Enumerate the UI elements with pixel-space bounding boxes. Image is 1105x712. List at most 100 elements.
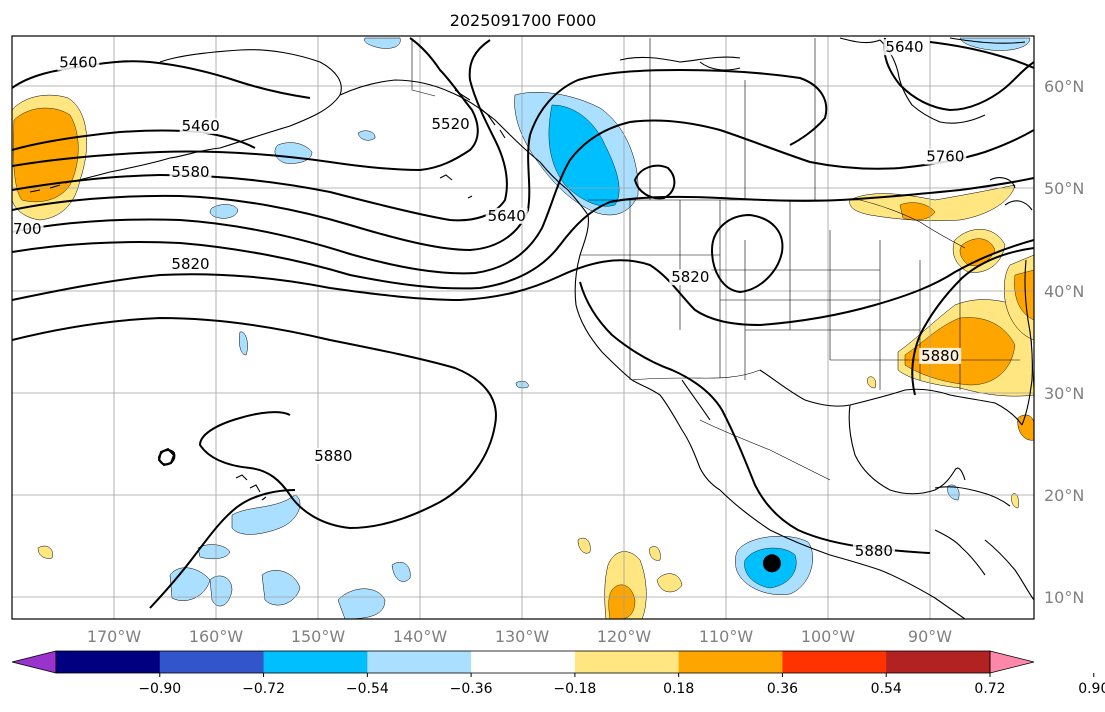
colorbar-segment: [263, 651, 368, 673]
coastline-canada-north: [839, 37, 1026, 44]
negative-anomaly-north: [364, 37, 401, 49]
positive-anomaly-small-1: [656, 573, 683, 593]
contour-label-bg: [169, 255, 212, 272]
colorbar-tick-label: 0.72: [974, 681, 1005, 697]
border-us-states: [580, 200, 1020, 390]
contour-label-bg: [485, 207, 528, 224]
coastline-cuba: [934, 486, 1011, 507]
negative-anomaly-small-5: [947, 484, 960, 501]
longitude-labels: 170°W 160°W 150°W 140°W 130°W 120°W 110°…: [87, 627, 952, 646]
border-us-mexico: [631, 369, 761, 381]
contour-label: 5880: [314, 447, 352, 465]
colorbar-segment: [678, 651, 783, 673]
positive-anomaly-small-4: [37, 545, 53, 559]
contour-label-bg: [883, 39, 926, 56]
coastline-bc: [539, 161, 589, 256]
negative-anomaly-small-3: [239, 331, 248, 356]
coastline-alaska: [159, 49, 541, 163]
contour-label: 5880: [921, 347, 959, 365]
lon-label-100w: 100°W: [801, 627, 856, 646]
contour-5520: [12, 37, 479, 172]
positive-anomaly-canada-east: [849, 184, 1016, 221]
contour-5760: [12, 177, 1034, 290]
coastline-alaska-small: [439, 174, 473, 199]
colorbar-segments: [11, 650, 1035, 674]
contour-label: 5760: [926, 148, 964, 166]
border-canada-provinces: [649, 38, 816, 200]
contour-5640-ne-b: [929, 41, 1034, 69]
colorbar-tick-label: 0.54: [871, 681, 902, 697]
positive-anomaly-canada-east-core: [899, 202, 936, 221]
negative-anomaly-pacific-nw-core: [548, 104, 620, 207]
lon-label-90w: 90°W: [908, 627, 952, 646]
coastline-hudson: [879, 39, 986, 124]
lon-label-170w: 170°W: [87, 627, 142, 646]
contour-label: 700: [13, 220, 42, 238]
colorbar-tick-label: −0.36: [450, 681, 493, 697]
positive-anomaly-east-pacific-core: [608, 584, 636, 619]
lat-label-60n: 60°N: [1044, 77, 1084, 96]
coastline-us-west: [574, 254, 661, 396]
border-alaska-canada: [411, 38, 436, 97]
coastline-gulf: [759, 369, 1023, 426]
contour-label-bg: [57, 54, 100, 71]
colorbar-segment: [367, 651, 472, 673]
colorbar-tick-labels: −0.90 −0.72 −0.54 −0.36 −0.18 0.18 0.36 0.54 0.7…: [138, 673, 1105, 697]
coastline-baja: [659, 379, 721, 491]
lat-label-50n: 50°N: [1044, 179, 1084, 198]
coastline-central-america: [934, 529, 1034, 601]
colorbar-tick-label: 0.36: [767, 681, 798, 697]
lon-label-120w: 120°W: [597, 627, 652, 646]
colorbar-segment: [471, 651, 576, 673]
contour-5640-ne: [883, 37, 1034, 112]
negative-anomaly-hawaii-6: [391, 562, 411, 582]
positive-anomaly-small-2: [577, 537, 591, 554]
contour-5880: [12, 316, 497, 530]
lon-label-110w: 110°W: [699, 627, 754, 646]
positive-anomaly-northeast-core: [1014, 269, 1034, 321]
contour-label-bg: [179, 117, 222, 134]
lon-label-130w: 130°W: [495, 627, 550, 646]
contour-label: 5580: [171, 163, 209, 181]
contour-label: 5520: [432, 115, 470, 133]
colorbar-tick-label: −0.72: [242, 681, 285, 697]
colorbar-extend-high: [989, 650, 1035, 674]
contour-label-bg: [919, 347, 962, 364]
contour-5700-small: [633, 164, 676, 200]
coastline-aleutians: [29, 184, 61, 193]
contour-label-bg: [169, 163, 212, 180]
contour-small-hawaii: [158, 449, 176, 466]
negative-anomaly-hawaii-1: [231, 494, 301, 535]
map-area: 5460 5460 5580 700 5820 5520 5640 5820 5640 5760 5…: [12, 36, 1034, 619]
lat-label-10n: 10°N: [1044, 588, 1084, 607]
colorbar-segment: [782, 651, 887, 673]
contour-label-bg: [12, 221, 44, 238]
height-contours: [12, 37, 1034, 609]
contour-label-bg: [312, 448, 355, 465]
positive-anomaly-small-5: [867, 376, 876, 389]
contour-5820: [12, 239, 1034, 327]
coastline-yucatan: [848, 404, 966, 495]
map-title: 2025091700 F000: [450, 11, 597, 30]
coastline-hawaii-2: [235, 474, 267, 501]
lat-label-30n: 30°N: [1044, 384, 1084, 403]
political-borders: [411, 38, 1020, 481]
colorbar-segment: [574, 651, 680, 673]
colorbar-tick-label: −0.54: [346, 681, 389, 697]
colorbar-tick-label: 0.18: [663, 681, 694, 697]
coastline-mexico-west: [719, 489, 966, 619]
contour-label: 5640: [885, 38, 923, 56]
coastline-islands-ne: [989, 177, 1033, 211]
latitude-labels: 60°N 50°N 40°N 30°N 20°N 10°N: [1044, 77, 1084, 607]
contour-5700: [12, 119, 1034, 275]
contour-label: 5640: [488, 207, 526, 225]
contour-labels: 5460 5460 5580 700 5820 5520 5640 5820 5640 5760 5…: [12, 38, 967, 560]
negative-anomaly-small-2: [357, 130, 376, 141]
colorbar-tick-label: −0.90: [138, 681, 181, 697]
colorbar-tick-label: −0.18: [553, 681, 596, 697]
positive-anomaly-small-3: [649, 546, 661, 561]
contour-label: 5460: [182, 117, 220, 135]
negative-anomaly-small-1: [209, 204, 239, 219]
map-frame: [11, 35, 1035, 620]
